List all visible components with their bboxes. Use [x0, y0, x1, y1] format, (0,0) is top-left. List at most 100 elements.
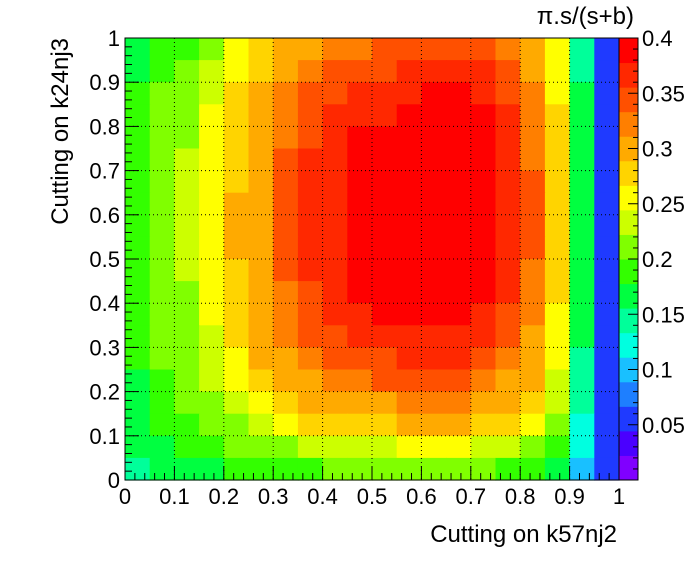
heatmap-cell	[520, 60, 546, 83]
heatmap-cell	[446, 259, 472, 282]
heatmap-cell	[470, 369, 497, 393]
heatmap-cell	[520, 347, 546, 371]
heatmap-cell	[174, 236, 200, 260]
heatmap-cell	[569, 369, 595, 393]
heatmap-cell	[174, 281, 200, 304]
heatmap-cell	[174, 60, 200, 83]
heatmap-cell	[495, 236, 521, 260]
heatmap-cell	[297, 82, 324, 105]
heatmap-cell	[470, 82, 497, 105]
heatmap-cell	[569, 236, 595, 260]
heatmap-cell	[273, 192, 299, 216]
heatmap-cell	[569, 170, 595, 194]
heatmap-cell	[322, 104, 348, 127]
heatmap-cell	[396, 457, 422, 481]
heatmap-cell	[520, 435, 546, 459]
heatmap-cell	[223, 391, 250, 415]
heatmap-cell	[372, 259, 398, 282]
heatmap-cell	[396, 347, 422, 371]
heatmap-cell	[248, 259, 274, 282]
heatmap-cell	[495, 325, 521, 348]
heatmap-cell	[446, 435, 472, 459]
heatmap-cell	[199, 369, 225, 393]
heatmap-cell	[347, 325, 373, 348]
heatmap-cell	[569, 126, 595, 150]
heatmap-cell	[248, 391, 274, 415]
heatmap-cell	[174, 214, 200, 238]
heatmap-cell	[421, 281, 447, 304]
heatmap-cell	[495, 126, 521, 150]
color-scale-swatch	[619, 111, 638, 137]
heatmap-cell	[495, 104, 521, 127]
heatmap-cell	[594, 170, 620, 194]
heatmap-cell	[594, 192, 620, 216]
heatmap-cell	[347, 457, 373, 481]
x-tick-label: 0	[119, 484, 131, 509]
heatmap-cell	[199, 60, 225, 83]
heatmap-cell	[495, 170, 521, 194]
heatmap-cell	[273, 457, 299, 481]
heatmap-cell	[199, 236, 225, 260]
heatmap-cell	[495, 369, 521, 393]
heatmap-cell	[297, 148, 324, 172]
heatmap-cell	[520, 104, 546, 127]
heatmap-cell	[495, 347, 521, 371]
heatmap-cell	[347, 435, 373, 459]
heatmap-cell	[446, 236, 472, 260]
heatmap-cell	[347, 369, 373, 393]
heatmap-cell	[594, 148, 620, 172]
heatmap-cell	[569, 192, 595, 216]
heatmap-cell	[273, 391, 299, 415]
heatmap-cell	[347, 236, 373, 260]
heatmap-cell	[322, 457, 348, 481]
heatmap-cell	[125, 369, 151, 393]
heatmap-cell	[322, 170, 348, 194]
heatmap-cell	[322, 214, 348, 238]
heatmap-cell	[149, 214, 175, 238]
heatmap-cell	[248, 126, 274, 150]
heatmap-cell	[248, 236, 274, 260]
heatmap-cell	[520, 413, 546, 437]
color-scale-swatch	[619, 38, 638, 64]
heatmap-cell	[470, 435, 497, 459]
heatmap-cell	[520, 281, 546, 304]
heatmap-cell	[347, 170, 373, 194]
y-tick-label: 1	[108, 26, 120, 51]
heatmap-cell	[495, 413, 521, 437]
heatmap-cell	[125, 303, 151, 326]
heatmap-cell	[470, 192, 497, 216]
heatmap-cell	[372, 325, 398, 348]
heatmap-cell	[421, 214, 447, 238]
heatmap-cell	[248, 325, 274, 348]
heatmap-cell	[149, 259, 175, 282]
heatmap-cell	[544, 126, 571, 150]
heatmap-cell	[594, 214, 620, 238]
heatmap-cell	[544, 192, 571, 216]
heatmap-cell	[199, 281, 225, 304]
heatmap-cell	[594, 236, 620, 260]
heatmap-cell	[322, 413, 348, 437]
heatmap-cell	[594, 82, 620, 105]
heatmap-cell	[347, 148, 373, 172]
heatmap-cell	[594, 369, 620, 393]
heatmap-cell	[223, 192, 250, 216]
heatmap-cell	[446, 82, 472, 105]
heatmap-cell	[223, 369, 250, 393]
heatmap-cell	[174, 259, 200, 282]
heatmap-cell	[544, 435, 571, 459]
heatmap-cell	[569, 413, 595, 437]
color-scale-swatch	[619, 430, 638, 456]
color-scale-swatch	[619, 308, 638, 334]
heatmap-cell	[273, 38, 299, 61]
heatmap-cell	[149, 236, 175, 260]
heatmap-cell	[297, 325, 324, 348]
heatmap-cell	[223, 170, 250, 194]
heatmap-cell	[297, 38, 324, 61]
heatmap-cell	[322, 325, 348, 348]
color-scale-swatch	[619, 160, 638, 186]
heatmap-cell	[322, 60, 348, 83]
heatmap-cell	[248, 82, 274, 105]
heatmap-cell	[223, 82, 250, 105]
heatmap-cell	[273, 104, 299, 127]
heatmap-cell	[446, 457, 472, 481]
